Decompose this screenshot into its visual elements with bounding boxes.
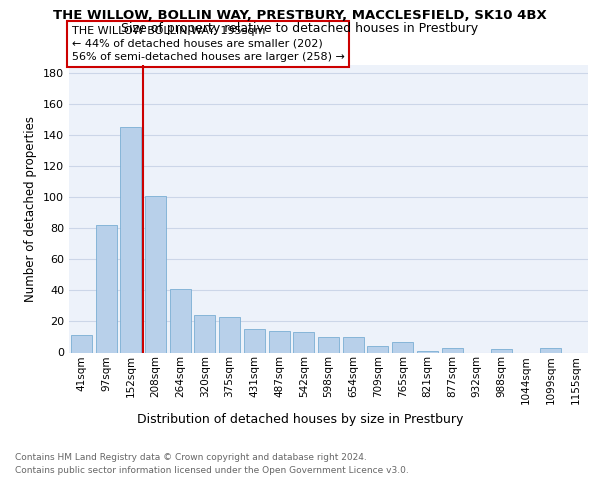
Text: Distribution of detached houses by size in Prestbury: Distribution of detached houses by size …	[137, 412, 463, 426]
Bar	[442, 348, 463, 352]
Text: THE WILLOW, BOLLIN WAY, PRESTBURY, MACCLESFIELD, SK10 4BX: THE WILLOW, BOLLIN WAY, PRESTBURY, MACCL…	[53, 9, 547, 22]
Bar	[170, 289, 191, 352]
Bar	[120, 127, 141, 352]
Bar	[343, 337, 364, 352]
Bar	[293, 332, 314, 352]
Bar	[269, 330, 290, 352]
Bar	[417, 351, 438, 352]
Y-axis label: Number of detached properties: Number of detached properties	[25, 116, 37, 302]
Bar	[491, 350, 512, 352]
Text: THE WILLOW BOLLIN WAY: 195sqm
← 44% of detached houses are smaller (202)
56% of : THE WILLOW BOLLIN WAY: 195sqm ← 44% of d…	[71, 26, 344, 62]
Text: Size of property relative to detached houses in Prestbury: Size of property relative to detached ho…	[121, 22, 479, 35]
Bar	[145, 196, 166, 352]
Bar	[95, 225, 116, 352]
Bar	[318, 337, 339, 352]
Text: Contains public sector information licensed under the Open Government Licence v3: Contains public sector information licen…	[15, 466, 409, 475]
Bar	[194, 315, 215, 352]
Bar	[219, 317, 240, 352]
Bar	[244, 329, 265, 352]
Text: Contains HM Land Registry data © Crown copyright and database right 2024.: Contains HM Land Registry data © Crown c…	[15, 452, 367, 462]
Bar	[367, 346, 388, 352]
Bar	[71, 336, 92, 352]
Bar	[541, 348, 562, 352]
Bar	[392, 342, 413, 352]
